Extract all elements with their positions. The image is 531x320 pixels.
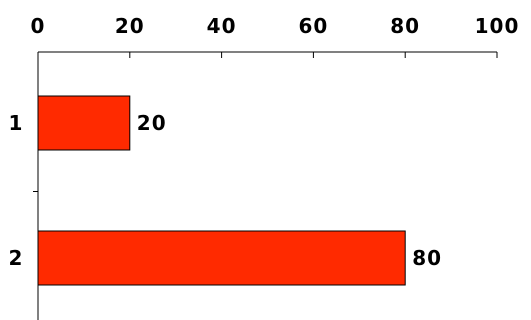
x-tick-label: 60 [298,14,328,38]
x-tick-label: 40 [207,14,237,38]
bar [37,230,406,286]
data-label: 20 [137,111,167,135]
category-label: 2 [9,246,24,270]
x-tick-label: 100 [475,14,520,38]
y-axis: 12 [9,52,39,320]
x-axis: 0 20 40 60 80 100 [31,14,520,58]
x-tick-label: 80 [390,14,420,38]
bars [37,95,406,286]
category-label: 1 [9,111,24,135]
x-tick-label: 20 [115,14,145,38]
data-label: 80 [412,246,442,270]
x-tick-label: 0 [31,14,46,38]
bar [37,95,131,151]
